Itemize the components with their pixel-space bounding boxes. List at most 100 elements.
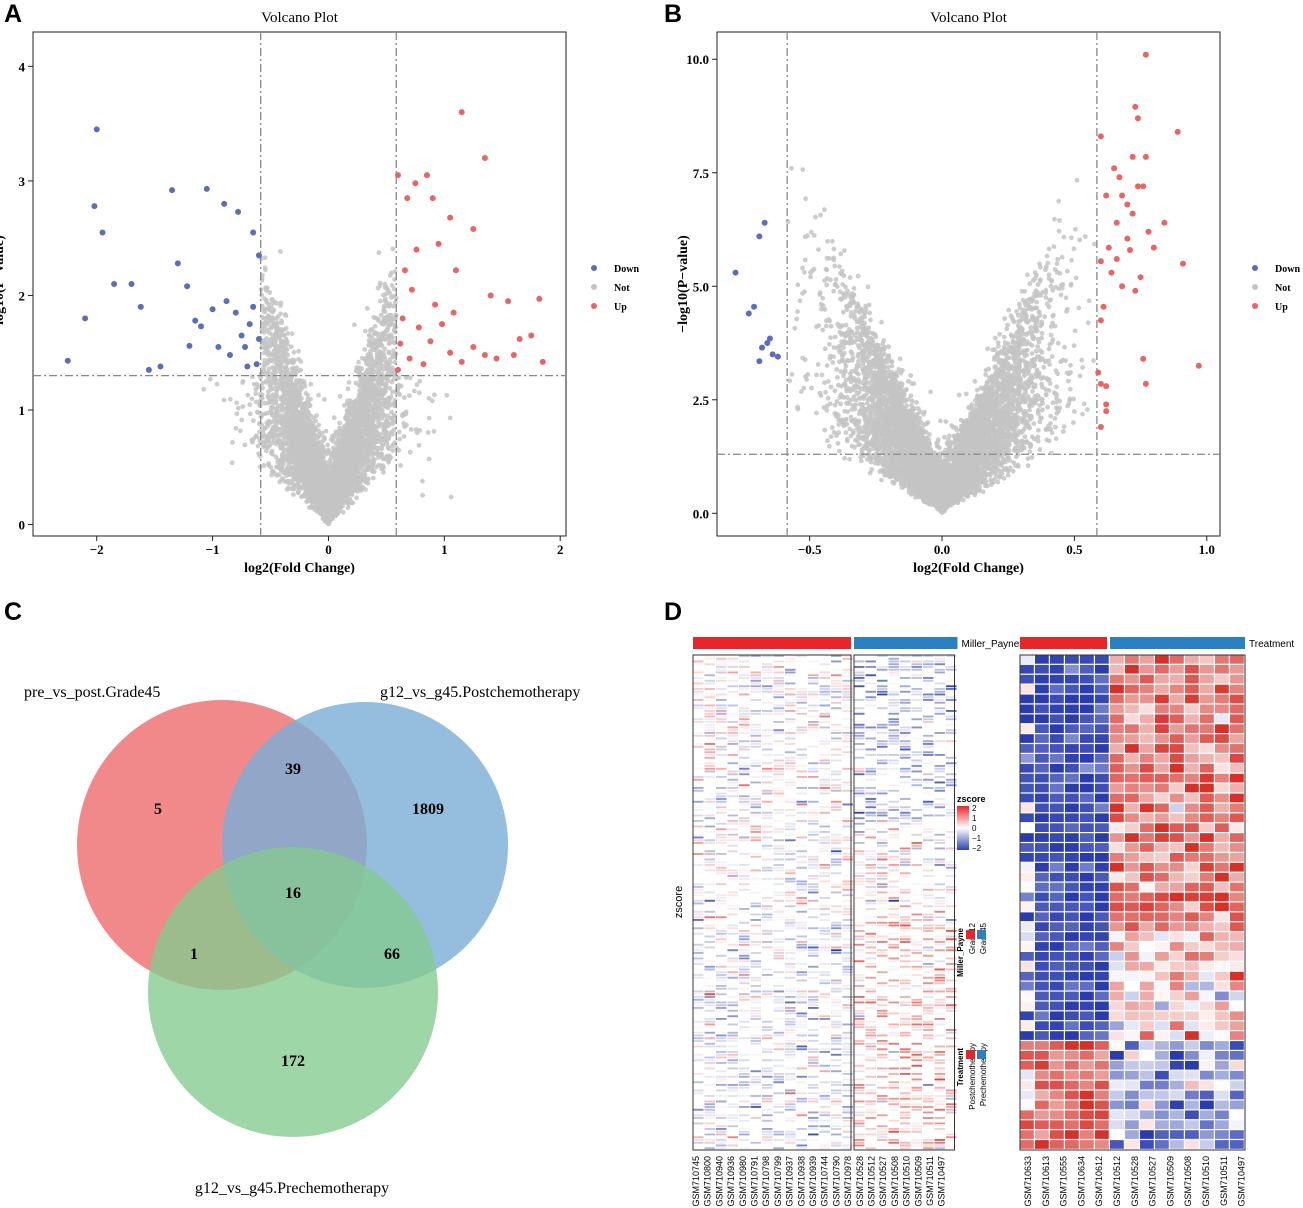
not-point <box>289 469 294 475</box>
not-point <box>340 509 346 515</box>
up-point <box>452 267 459 274</box>
not-point <box>234 411 240 417</box>
not-point <box>301 455 307 461</box>
not-point <box>392 315 398 321</box>
not-point <box>247 411 253 417</box>
not-point <box>260 385 265 391</box>
panel-label-a: A <box>4 0 23 28</box>
not-point <box>389 270 394 276</box>
not-point <box>339 434 344 439</box>
up-point <box>423 172 430 179</box>
not-point <box>254 381 260 387</box>
not-point <box>363 448 368 453</box>
not-point <box>333 498 339 504</box>
not-point <box>315 481 321 487</box>
not-point <box>263 448 269 454</box>
not-point <box>376 462 381 468</box>
not-point <box>297 411 302 417</box>
not-point <box>364 458 370 464</box>
not-point <box>364 358 369 364</box>
not-point <box>284 430 290 436</box>
not-point <box>336 449 341 455</box>
not-point <box>381 455 387 461</box>
series-down-points <box>64 126 262 373</box>
not-point <box>297 379 303 385</box>
not-point <box>299 494 304 500</box>
not-point <box>270 468 276 474</box>
not-point <box>387 290 393 296</box>
not-point <box>319 456 325 462</box>
not-point <box>294 400 300 406</box>
not-point <box>230 440 235 445</box>
not-point <box>357 417 363 423</box>
not-point <box>261 315 267 321</box>
not-point <box>348 420 354 426</box>
not-point <box>266 431 272 437</box>
up-point <box>420 361 427 368</box>
not-point <box>270 300 276 306</box>
not-point <box>344 425 350 431</box>
not-point <box>284 405 290 411</box>
down-point <box>82 315 89 322</box>
not-point <box>408 427 414 432</box>
not-point <box>352 464 358 470</box>
not-point <box>365 480 371 486</box>
not-point <box>274 393 280 399</box>
not-point <box>288 376 294 382</box>
not-point <box>342 430 348 436</box>
not-point <box>388 394 394 400</box>
not-point <box>237 428 243 434</box>
not-point <box>307 461 312 467</box>
not-point <box>377 280 383 286</box>
not-point <box>358 474 364 479</box>
not-point <box>285 409 290 415</box>
not-point <box>378 298 383 304</box>
not-point <box>272 413 278 418</box>
up-point <box>401 267 408 274</box>
not-point <box>316 392 321 398</box>
not-point <box>307 478 312 484</box>
not-point <box>267 330 272 336</box>
not-point <box>381 469 386 475</box>
down-point <box>223 298 230 305</box>
not-point <box>390 246 396 252</box>
not-point <box>266 314 272 320</box>
not-point <box>344 489 349 495</box>
not-point <box>254 409 260 415</box>
not-point <box>289 331 295 337</box>
not-point <box>390 389 395 395</box>
not-point <box>370 431 376 436</box>
not-point <box>268 464 274 470</box>
not-point <box>286 397 291 402</box>
not-point <box>383 318 389 324</box>
not-point <box>347 462 353 467</box>
not-point <box>302 451 308 457</box>
not-point <box>376 373 381 378</box>
not-point <box>293 381 298 387</box>
not-point <box>431 428 437 434</box>
not-point <box>266 421 272 426</box>
not-point <box>372 323 378 329</box>
not-point <box>280 452 286 458</box>
not-point <box>360 382 366 388</box>
not-point <box>383 404 389 410</box>
not-point <box>337 393 343 399</box>
not-point <box>262 357 267 363</box>
not-point <box>366 342 372 348</box>
up-point <box>481 352 488 359</box>
not-point <box>389 429 394 435</box>
not-point <box>403 375 409 380</box>
not-point <box>289 414 294 420</box>
not-point <box>380 443 385 448</box>
not-point <box>316 459 322 465</box>
not-point <box>344 499 350 505</box>
not-point <box>352 488 358 493</box>
not-point <box>378 312 384 318</box>
not-point <box>291 426 297 432</box>
not-point <box>339 489 344 495</box>
down-point <box>99 229 106 236</box>
not-point <box>329 483 335 489</box>
not-point <box>338 494 344 500</box>
not-point <box>360 437 366 443</box>
not-point <box>370 475 376 481</box>
